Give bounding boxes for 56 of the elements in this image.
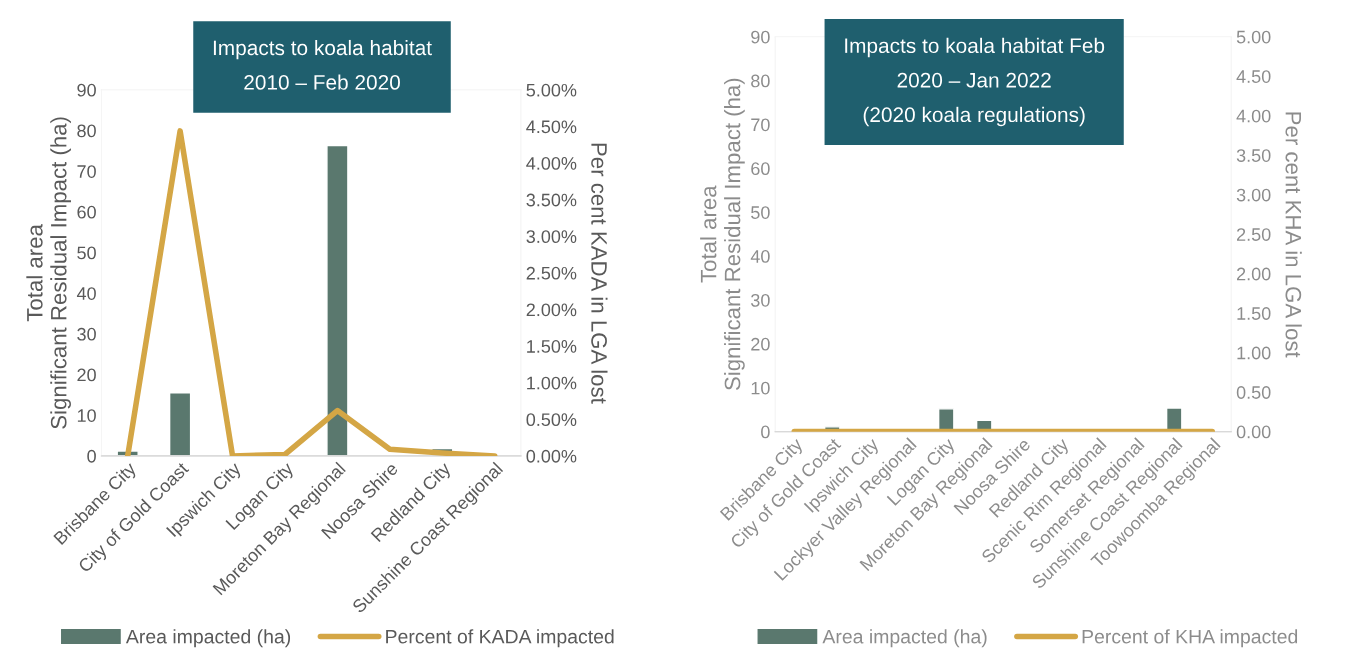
y-tick-label: 70	[77, 165, 96, 178]
y2-tick-label: 4.50%	[526, 120, 577, 134]
y2-tick-label: 3.50%	[526, 193, 577, 207]
y-tick-label: 70	[751, 118, 770, 132]
y-tick-label: 10	[77, 409, 96, 422]
y2-tick-label: 1.50	[1237, 307, 1271, 320]
y2-tick-label: 0.50	[1236, 386, 1271, 399]
y2-tick-label: 2.50	[1237, 228, 1271, 241]
y2-axis-title: Per cent KADA in LGA lost	[591, 143, 608, 404]
y-tick-label: 0	[87, 449, 96, 463]
y-axis-title: Total area Significant Residual Impact (ha)	[26, 117, 71, 429]
y2-tick-label: 2.50%	[526, 266, 577, 280]
y-tick-label: 20	[751, 337, 770, 351]
y-tick-label: 90	[751, 30, 770, 44]
legend-label: Percent of KHA impacted	[1082, 629, 1298, 648]
y-tick-label: 50	[77, 246, 96, 260]
y-tick-label: 40	[76, 287, 96, 300]
y-axis-title: Total area Significant Residual Impact (ha)	[700, 78, 745, 391]
y-tick-label: 30	[77, 327, 96, 341]
y-tick-label: 80	[77, 124, 96, 138]
y-tick-label: 20	[77, 368, 96, 382]
y2-tick-label: 0.00%	[526, 449, 577, 463]
y2-axis-title: Per cent KHA in LGA lost	[1285, 112, 1302, 358]
text: Impacts to koala habitat Feb 2020 – Jan 2022 (2020 koala regulations)	[845, 37, 1105, 127]
y-tick-label: 90	[77, 83, 96, 97]
y2-tick-label: 4.50	[1236, 70, 1271, 83]
y2-tick-label: 0.50%	[526, 413, 577, 427]
y2-tick-label: 5.00	[1236, 30, 1271, 44]
y2-tick-label: 2.00%	[526, 303, 577, 317]
y2-tick-label: 0.00	[1236, 425, 1271, 439]
y-tick-label: 60	[751, 162, 770, 176]
y-tick-label: 50	[751, 206, 770, 219]
y2-tick-label: 3.50	[1236, 149, 1271, 162]
y2-tick-label: 3.00%	[526, 230, 577, 244]
y-tick-label: 60	[77, 205, 96, 219]
bar	[937, 408, 955, 432]
bar	[168, 392, 192, 456]
y2-tick-label: 1.50%	[527, 340, 577, 353]
y2-tick-label: 4.00	[1236, 109, 1271, 123]
y-tick-label: 10	[751, 381, 770, 395]
bar	[1165, 407, 1183, 432]
y2-tick-label: 1.00	[1237, 346, 1271, 360]
legend-label: Area impacted (ha)	[822, 629, 987, 648]
legend-label: Area impacted (ha)	[125, 629, 291, 648]
y-tick-label: 0	[761, 425, 770, 439]
chart-title: Impacts to koala habitat 2010 – Feb 2020	[213, 39, 432, 90]
bar	[326, 144, 349, 456]
y-tick-label: 40	[750, 250, 770, 263]
y2-tick-label: 4.00%	[526, 157, 577, 170]
y-tick-label: 80	[751, 74, 770, 88]
y-tick-label: 30	[751, 293, 770, 307]
y2-tick-label: 1.00%	[527, 376, 577, 390]
y2-tick-label: 3.00	[1236, 188, 1271, 202]
y2-tick-label: 2.00	[1237, 267, 1271, 281]
y2-tick-label: 5.00%	[526, 83, 577, 97]
legend-label: Percent of KADA impacted	[386, 629, 614, 648]
